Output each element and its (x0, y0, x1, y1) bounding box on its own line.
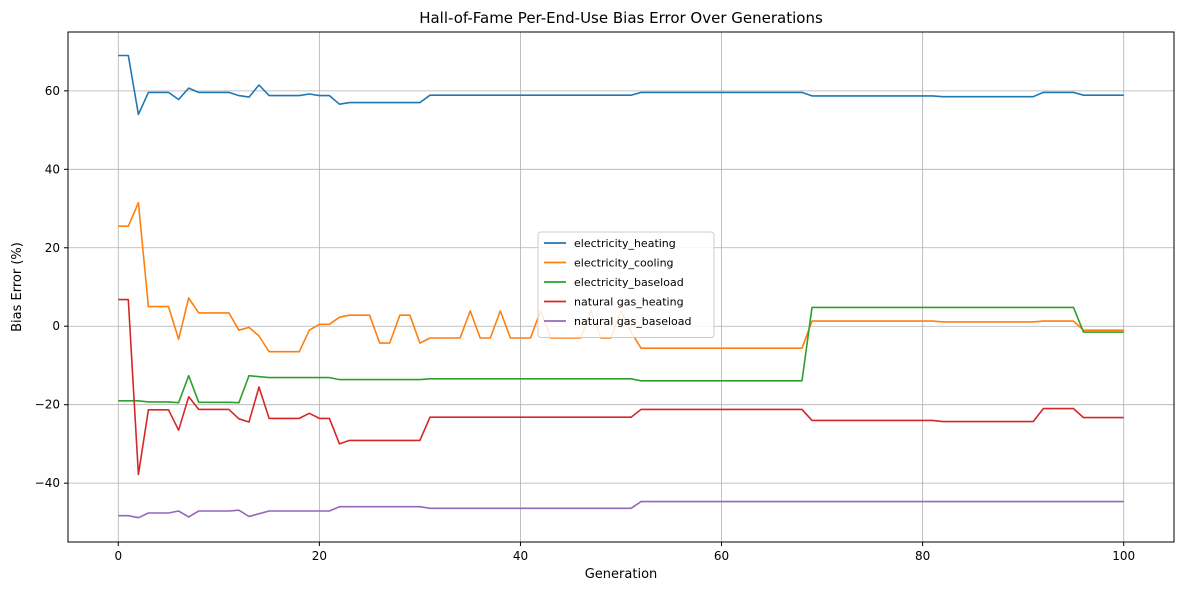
y-tick-label: −40 (35, 476, 60, 490)
y-axis-label: Bias Error (%) (10, 242, 25, 332)
chart-title: Hall-of-Fame Per-End-Use Bias Error Over… (419, 9, 823, 27)
legend-box (537, 231, 715, 338)
y-tick-label: 60 (45, 84, 60, 98)
series-line-electricity-cooling (118, 201, 1124, 353)
x-axis-label: Generation (585, 567, 658, 582)
legend: electricity_heating electricity_coolingel… (537, 231, 715, 338)
legend-label: natural gas_heating (574, 296, 684, 309)
legend-label: natural gas_baseload (574, 315, 692, 328)
x-tick-label: 80 (915, 549, 930, 563)
x-tick-label: 20 (312, 549, 327, 563)
x-tick-label: 40 (513, 549, 528, 563)
legend-label: electricity_baseload (574, 276, 684, 289)
y-tick-label: 40 (45, 162, 60, 176)
series-line-natural-gas-heating (118, 298, 1124, 476)
legend-label: electricity_cooling (574, 257, 674, 270)
axis-ticks: 0 20 40 60 80 100 −40 −20 0 20 40 60 (35, 84, 1136, 563)
y-tick-label: −20 (35, 398, 60, 412)
legend-label: electricity_heating (574, 237, 676, 250)
y-tick-label: 20 (45, 241, 60, 255)
series-line-electricity-heating (118, 54, 1124, 116)
y-tick-label: 0 (52, 319, 60, 333)
x-tick-label: 0 (114, 549, 122, 563)
series-line-natural-gas-baseload (118, 500, 1124, 519)
plot-frame (67, 31, 1175, 543)
x-tick-label: 100 (1112, 549, 1135, 563)
series-line-electricity-baseload (118, 306, 1124, 404)
x-tick-label: 60 (714, 549, 729, 563)
series-lines (118, 54, 1124, 519)
